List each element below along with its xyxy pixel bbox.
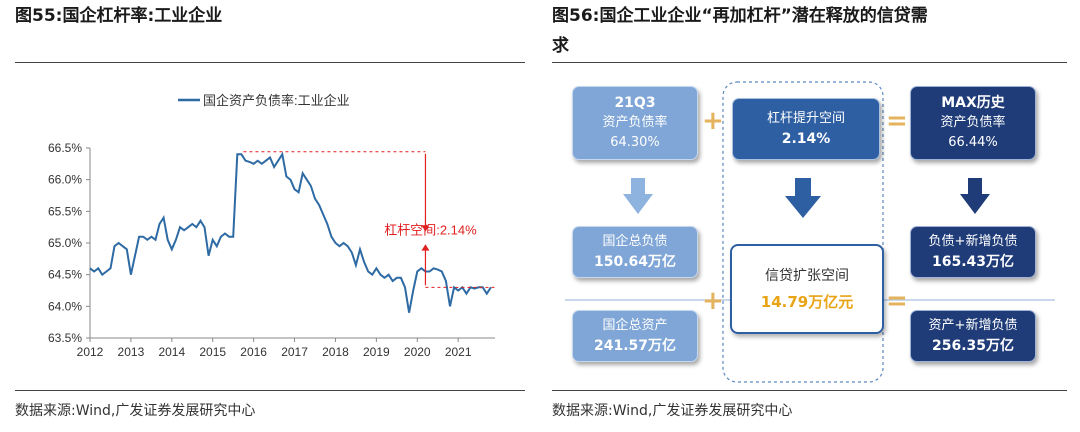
box-21q3-sub: 资产负债率 (602, 115, 668, 130)
box-max-ratio: MAX历史 资产负债率 66.44% (910, 86, 1036, 160)
box-21q3-value: 64.30% (610, 135, 660, 150)
box-debt-plus-new: 负债+新增负债 165.43万亿 (910, 226, 1036, 278)
box-credit-expansion: 信贷扩张空间 14.79万亿元 (730, 244, 884, 334)
arrow-down-icon (785, 178, 821, 218)
arrow-down-icon (421, 225, 430, 232)
box-total-debt: 国企总负债 150.64万亿 (572, 226, 698, 278)
arrow-down-icon (623, 178, 653, 214)
left-bottom-rule (15, 390, 525, 391)
leverage-gap-annotation: 杠杆空间:2.14% (384, 223, 477, 238)
y-tick-label: 64.0% (48, 299, 82, 313)
x-tick-label: 2013 (118, 345, 145, 359)
plus-operator: + (702, 106, 724, 136)
y-tick-label: 65.0% (48, 236, 82, 250)
box-max-label: MAX历史 (941, 95, 1005, 111)
box-total-assets: 国企总资产 241.57万亿 (572, 310, 698, 362)
box-debt-plus-new-label: 负债+新增负债 (928, 234, 1018, 249)
left-title-rule (15, 62, 525, 63)
arrow-down-icon (960, 178, 990, 214)
equals-operator: = (886, 286, 908, 316)
right-source: 数据来源:Wind,广发证券发展研究中心 (552, 403, 793, 419)
right-title-rule (552, 62, 1067, 63)
x-tick-label: 2014 (158, 345, 185, 359)
y-tick-label: 66.0% (48, 173, 82, 187)
x-tick-label: 2015 (199, 345, 226, 359)
x-tick-label: 2021 (445, 345, 472, 359)
y-tick-label: 63.5% (48, 331, 82, 345)
equals-operator: = (886, 106, 908, 136)
right-figure-title-line1: 图56:国企工业企业“再加杠杆”潜在释放的信贷需 (552, 6, 928, 26)
x-tick-label: 2019 (363, 345, 390, 359)
box-assets-plus-new: 资产+新增负债 256.35万亿 (910, 310, 1036, 362)
box-assets-plus-new-value: 256.35万亿 (931, 338, 1015, 354)
box-total-debt-label: 国企总负债 (602, 234, 668, 249)
box-credit-value: 14.79万亿元 (760, 293, 854, 311)
box-assets-plus-new-label: 资产+新增负债 (928, 318, 1018, 333)
box-21q3-label: 21Q3 (614, 95, 656, 111)
box-max-value: 66.44% (948, 135, 998, 150)
series-line (89, 151, 492, 313)
box-total-assets-value: 241.57万亿 (593, 338, 677, 354)
right-bottom-rule (552, 390, 1067, 391)
x-tick-label: 2012 (77, 345, 104, 359)
y-tick-label: 64.5% (48, 268, 82, 282)
left-figure-title: 图55:国企杠杆率:工业企业 (15, 6, 223, 26)
plus-operator: + (702, 286, 724, 316)
x-tick-label: 2016 (240, 345, 267, 359)
arrow-up-icon (421, 244, 430, 251)
box-debt-plus-new-value: 165.43万亿 (931, 254, 1015, 270)
box-leverage-space: 杠杆提升空间 2.14% (732, 98, 880, 160)
x-tick-label: 2018 (322, 345, 349, 359)
right-figure-title-line2: 求 (552, 36, 569, 56)
left-source: 数据来源:Wind,广发证券发展研究中心 (15, 403, 256, 419)
box-credit-label: 信贷扩张空间 (765, 268, 849, 284)
box-max-sub: 资产负债率 (940, 115, 1006, 130)
x-tick-label: 2020 (404, 345, 431, 359)
box-total-debt-value: 150.64万亿 (593, 254, 677, 270)
x-tick-label: 2017 (281, 345, 308, 359)
line-chart: 63.5% 64.0% 64.5% 65.0% 65.5% 66.0% 66.5% 2012 2… (48, 93, 495, 359)
box-total-assets-label: 国企总资产 (602, 318, 668, 333)
box-leverage-value: 2.14% (781, 131, 831, 147)
y-tick-label: 65.5% (48, 204, 82, 218)
box-leverage-label: 杠杆提升空间 (766, 111, 845, 126)
y-tick-label: 66.5% (48, 141, 82, 155)
legend-label: 国企资产负债率:工业企业 (203, 93, 350, 108)
box-21q3-ratio: 21Q3 资产负债率 64.30% (572, 86, 698, 160)
dashed-group-outline (722, 81, 884, 383)
